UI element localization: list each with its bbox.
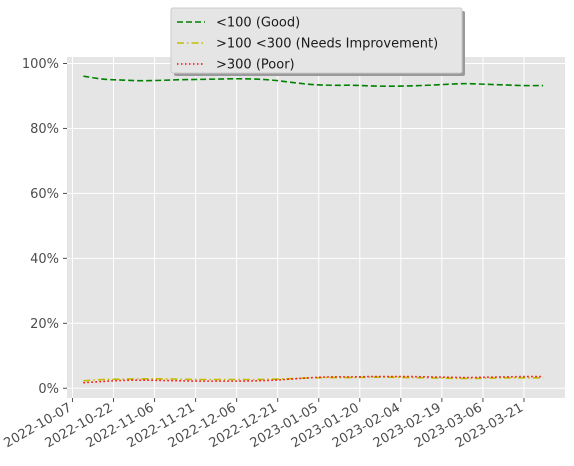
y-tick-label: 100% bbox=[22, 57, 59, 72]
series-line bbox=[83, 75, 544, 88]
y-axis-ticks: 0% 20% 40% 60% 80% 100% bbox=[22, 57, 67, 397]
y-tick-label: 20% bbox=[30, 317, 59, 332]
legend-label: >300 (Poor) bbox=[216, 58, 295, 73]
y-tick-label: 60% bbox=[30, 187, 59, 202]
series-line bbox=[83, 376, 544, 382]
y-tick-label: 80% bbox=[30, 122, 59, 137]
legend-box bbox=[170, 7, 463, 74]
y-tick-label: 0% bbox=[38, 382, 59, 397]
plot-background bbox=[67, 57, 565, 398]
x-axis-ticks: 2022-10-072022-10-222022-11-062022-11-21… bbox=[2, 398, 526, 451]
legend: <100 (Good) >100 <300 (Needs Improvement)… bbox=[170, 7, 465, 76]
series-lines bbox=[83, 75, 544, 384]
legend-label: >100 <300 (Needs Improvement) bbox=[216, 37, 438, 52]
legend-label: <100 (Good) bbox=[216, 16, 300, 31]
series-line bbox=[83, 375, 544, 384]
y-tick-label: 40% bbox=[30, 252, 59, 267]
